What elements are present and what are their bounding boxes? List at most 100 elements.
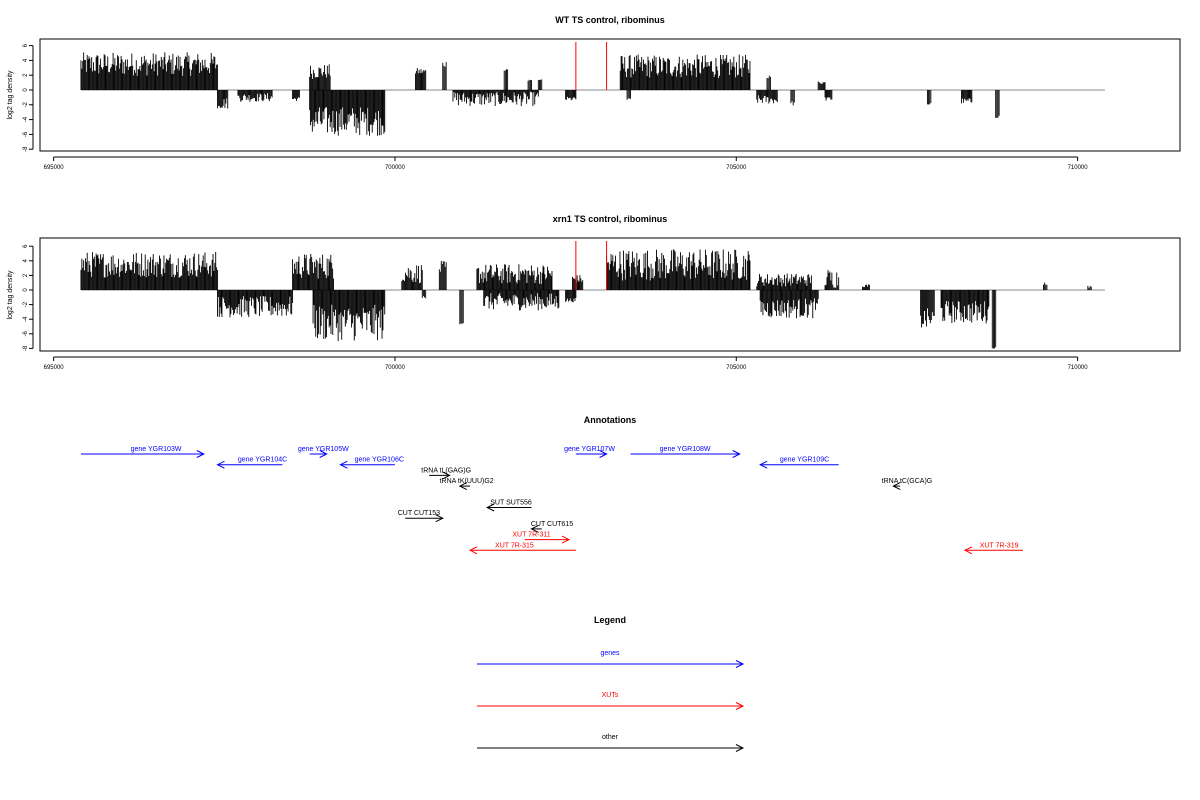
annotation-feature: gene YGR103W xyxy=(80,446,205,458)
y-tick-label: -2 xyxy=(23,301,29,307)
legend-title: Legend xyxy=(594,615,626,625)
x-tick-label: 695000 xyxy=(44,365,65,371)
y-tick-label: -8 xyxy=(23,146,29,152)
annotation-feature: tRNA tK(UUU)G2 xyxy=(440,478,494,491)
plot-frame xyxy=(39,38,1181,152)
annotations-title: Annotations xyxy=(584,415,637,425)
y-tick-label: 2 xyxy=(23,73,29,77)
annotation-feature: tRNA tL(GAG)G xyxy=(421,467,471,480)
y-tick-label: 6 xyxy=(23,43,29,47)
y-tick-label: 6 xyxy=(23,244,29,248)
annotation-feature: gene YGR106C xyxy=(339,457,404,469)
annotation-feature: gene YGR105W xyxy=(298,446,349,458)
bars-layer xyxy=(80,241,1105,349)
arrow-head xyxy=(561,535,571,544)
y-tick-label: -6 xyxy=(23,131,29,137)
y-tick-label: -4 xyxy=(23,316,29,322)
x-tick-label: 705000 xyxy=(726,165,747,171)
annotation-feature: XUT 7R-319 xyxy=(963,542,1023,555)
plot-frame xyxy=(39,237,1181,352)
annotation-label: XUT 7R-311 xyxy=(512,532,550,539)
annotation-label: gene YGR104C xyxy=(238,457,287,464)
y-axis-label: log2 tag density xyxy=(7,70,14,120)
x-tick-label: 705000 xyxy=(726,365,747,371)
axes-layer: -8 -6 -4 -2 0 2 4 6 695000 700000 705000 710000 xyxy=(23,244,1088,371)
x-tick-label: 710000 xyxy=(1068,165,1089,171)
annotation-feature: gene YGR107W xyxy=(564,446,615,458)
arrow-head xyxy=(486,503,495,512)
annotation-label: tRNA tL(GAG)G xyxy=(421,467,471,474)
arrow-head xyxy=(468,546,478,555)
arrow-head xyxy=(759,460,768,469)
arrow-head xyxy=(732,450,741,458)
panel-title: xrn1 TS control, ribominus xyxy=(553,214,668,224)
y-tick-label: 4 xyxy=(23,58,29,62)
arrow-head xyxy=(319,450,328,458)
y-tick-label: 0 xyxy=(23,288,29,292)
legend-label: genes xyxy=(600,650,620,657)
x-tick-label: 710000 xyxy=(1068,365,1089,371)
annotation-feature: XUT 7R-315 xyxy=(468,542,576,555)
annotation-label: tRNA tK(UUU)G2 xyxy=(440,478,494,485)
legend-entry: genes xyxy=(477,650,745,668)
axes-layer: -8 -6 -4 -2 0 2 4 6 695000 700000 705000 710000 xyxy=(23,43,1088,171)
arrow-head xyxy=(599,450,608,458)
annotation-feature: XUT 7R-311 xyxy=(512,532,571,544)
y-axis-label: log2 tag density xyxy=(7,270,14,320)
annotation-label: tRNA tC(GCA)G xyxy=(882,478,933,485)
x-tick-label: 695000 xyxy=(44,165,65,171)
annotation-label: XUT 7R-319 xyxy=(980,542,1019,549)
arrow-head xyxy=(735,702,745,710)
arrow-head xyxy=(735,660,745,668)
annotation-label: gene YGR108W xyxy=(660,446,711,453)
legend-entry: other xyxy=(477,734,745,752)
annotation-label: XUT 7R-315 xyxy=(495,542,534,549)
y-tick-label: 0 xyxy=(23,88,29,92)
y-tick-label: 2 xyxy=(23,273,29,277)
annotation-label: SUT SUT556 xyxy=(490,500,532,507)
bars-layer xyxy=(80,42,1105,136)
annotation-label: CUT CUT153 xyxy=(398,510,440,517)
y-tick-label: -6 xyxy=(23,330,29,336)
annotation-feature: gene YGR109C xyxy=(759,457,839,469)
arrow-head xyxy=(442,471,451,480)
arrow-head xyxy=(216,460,225,469)
panel-title: WT TS control, ribominus xyxy=(555,15,665,25)
arrow-head xyxy=(435,514,444,523)
arrow-head xyxy=(196,450,205,458)
annotation-label: gene YGR107W xyxy=(564,446,615,453)
annotation-items: gene YGR103W gene YGR104C gene YGR105W gene… xyxy=(80,446,1023,555)
x-tick-label: 700000 xyxy=(385,165,406,171)
track-panel-wt: WT TS control, ribominus log2 tag densit… xyxy=(7,15,1181,171)
track-panel-xrn1: xrn1 TS control, ribominus log2 tag dens… xyxy=(7,214,1181,371)
annotation-feature: CUT CUT615 xyxy=(530,521,573,533)
annotation-label: gene YGR105W xyxy=(298,446,349,453)
legend-label: XUTs xyxy=(602,692,619,699)
annotation-label: gene YGR109C xyxy=(780,457,829,464)
annotation-label: gene YGR106C xyxy=(355,457,404,464)
y-tick-label: -8 xyxy=(23,345,29,351)
annotation-feature: tRNA tC(GCA)G xyxy=(882,478,933,491)
arrow-head xyxy=(735,744,745,752)
arrow-head xyxy=(963,546,973,555)
y-tick-label: -2 xyxy=(23,101,29,107)
annotation-feature: CUT CUT153 xyxy=(398,510,444,523)
annotation-feature: SUT SUT556 xyxy=(486,500,532,512)
annotation-feature: gene YGR104C xyxy=(216,457,287,469)
legend-entry: XUTs xyxy=(477,692,745,710)
arrow-head xyxy=(339,460,348,469)
annotation-feature: gene YGR108W xyxy=(630,446,741,458)
arrow-head xyxy=(458,482,468,491)
arrow-head xyxy=(530,524,539,533)
legend-panel: Legend genes XUTs other xyxy=(477,615,745,752)
annotation-label: gene YGR103W xyxy=(131,446,182,453)
y-tick-label: 4 xyxy=(23,258,29,262)
annotation-label: CUT CUT615 xyxy=(531,521,573,528)
x-tick-label: 700000 xyxy=(385,365,406,371)
arrow-head xyxy=(892,482,901,491)
legend-label: other xyxy=(602,734,619,741)
y-tick-label: -4 xyxy=(23,116,29,122)
legend-items: genes XUTs other xyxy=(477,650,745,752)
